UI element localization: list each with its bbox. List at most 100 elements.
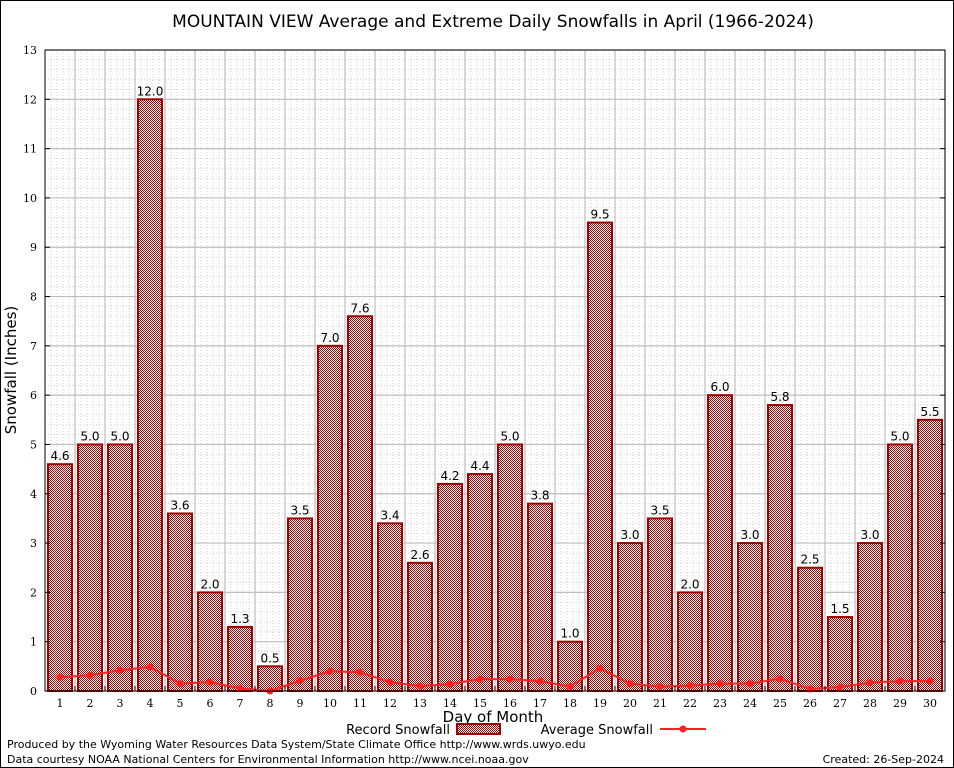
legend-average-label: Average Snowfall	[541, 723, 653, 738]
bar-value-label: 6.0	[710, 380, 729, 394]
legend-record-label: Record Snowfall	[346, 723, 450, 738]
x-tick-label: 3	[117, 697, 124, 710]
footer-courtesy: Data courtesy NOAA National Centers for …	[7, 753, 529, 766]
y-tick-label: 13	[23, 44, 37, 57]
bar-value-label: 7.0	[320, 331, 339, 345]
y-tick-label: 12	[23, 93, 37, 106]
y-tick-label: 6	[30, 389, 37, 402]
x-tick-label: 22	[683, 697, 697, 710]
y-tick-label: 3	[30, 537, 37, 550]
record-bar	[77, 443, 103, 693]
record-bar	[767, 404, 793, 692]
record-bar	[677, 591, 703, 693]
record-bar	[707, 394, 733, 692]
record-bar	[347, 315, 373, 692]
bar-value-label: 7.6	[350, 301, 369, 315]
record-bar	[887, 443, 913, 693]
y-tick-label: 11	[23, 143, 37, 156]
x-tick-label: 8	[267, 697, 274, 710]
x-tick-label: 13	[413, 697, 427, 710]
average-point	[56, 673, 64, 681]
footer-created: Created: 26-Sep-2024	[823, 753, 944, 766]
average-point	[896, 677, 904, 685]
average-line	[56, 663, 934, 695]
bar-value-label: 1.5	[830, 602, 849, 616]
record-bar	[587, 221, 613, 692]
x-tick-label: 24	[743, 697, 757, 710]
record-bar	[857, 542, 883, 692]
y-tick-label: 5	[30, 438, 37, 451]
average-point	[296, 677, 304, 685]
x-tick-label: 19	[593, 697, 607, 710]
average-point	[926, 677, 934, 685]
record-bar	[407, 561, 433, 692]
average-point	[326, 667, 334, 675]
average-point	[596, 664, 604, 672]
average-point	[776, 675, 784, 683]
bar-value-label: 3.6	[170, 498, 189, 512]
bar-value-label: 2.0	[680, 577, 699, 591]
bar-value-label: 3.5	[650, 503, 669, 517]
record-bar	[107, 443, 133, 693]
legend-record-swatch	[456, 723, 501, 735]
record-bar	[197, 591, 223, 693]
y-tick-label: 10	[23, 192, 37, 205]
record-bar	[497, 443, 523, 693]
average-polyline	[59, 665, 930, 693]
bar-value-label: 5.8	[770, 390, 789, 404]
bar-value-label: 12.0	[137, 84, 164, 98]
x-axis-label: Day of Month	[443, 708, 544, 726]
x-tick-label: 7	[237, 697, 244, 710]
x-tick-label: 14	[443, 697, 457, 710]
bar-value-label: 0.5	[260, 651, 279, 665]
x-tick-label: 27	[833, 697, 847, 710]
bar-value-label: 2.5	[800, 553, 819, 567]
x-tick-label: 4	[147, 697, 154, 710]
bar-value-label: 3.4	[380, 508, 399, 522]
average-point	[566, 683, 574, 691]
average-point	[836, 683, 844, 691]
record-bar	[467, 473, 493, 692]
average-point	[206, 678, 214, 686]
y-tick-label: 9	[30, 241, 37, 254]
average-point	[386, 678, 394, 686]
legend-average-marker	[679, 725, 687, 733]
bar-value-label: 5.0	[110, 429, 129, 443]
bar-value-label: 4.4	[470, 459, 489, 473]
average-point	[236, 685, 244, 693]
bar-value-label: 2.0	[200, 577, 219, 591]
x-tick-label: 5	[177, 697, 184, 710]
y-axis-label: Snowfall (Inches)	[2, 306, 20, 434]
bar-value-label: 5.0	[80, 429, 99, 443]
average-point	[416, 682, 424, 690]
bar-value-label: 3.0	[620, 528, 639, 542]
x-tick-label: 18	[563, 697, 577, 710]
bar-value-label: 4.6	[50, 449, 69, 463]
x-tick-label: 10	[323, 697, 337, 710]
average-point	[866, 679, 874, 687]
record-bar	[827, 616, 853, 692]
y-tick-label: 2	[30, 586, 37, 599]
bar-value-label: 5.0	[890, 429, 909, 443]
footer-produced-by: Produced by the Wyoming Water Resources …	[7, 738, 586, 751]
y-tick-label: 7	[30, 340, 37, 353]
average-point	[686, 682, 694, 690]
x-tick-label: 23	[713, 697, 727, 710]
x-tick-label: 12	[383, 697, 397, 710]
x-tick-label: 30	[923, 697, 937, 710]
x-tick-label: 11	[353, 697, 367, 710]
bar-value-label: 2.6	[410, 548, 429, 562]
record-bar	[737, 542, 763, 692]
average-point	[176, 680, 184, 688]
record-bar	[227, 625, 253, 693]
legend: Record Snowfall Average Snowfall	[346, 723, 706, 738]
record-bar	[617, 542, 643, 692]
x-tick-label: 26	[803, 697, 817, 710]
average-point	[536, 677, 544, 685]
average-point	[626, 680, 634, 688]
x-tick-label: 2	[87, 697, 94, 710]
chart-title: MOUNTAIN VIEW Average and Extreme Daily …	[172, 12, 814, 32]
bar-value-label: 5.5	[920, 405, 939, 419]
